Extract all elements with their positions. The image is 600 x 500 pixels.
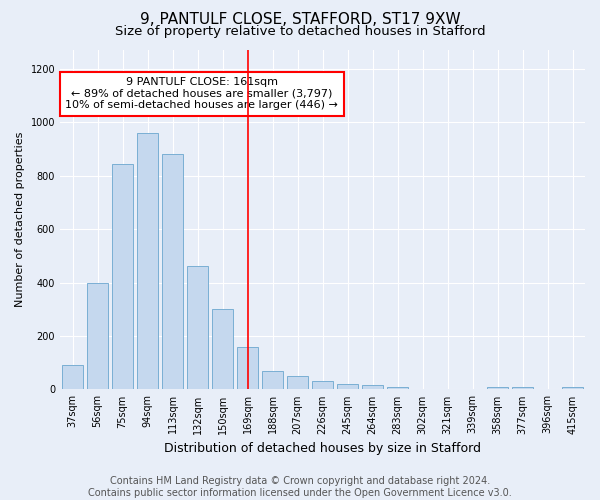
Y-axis label: Number of detached properties: Number of detached properties xyxy=(15,132,25,308)
Bar xyxy=(312,382,333,390)
Bar xyxy=(287,376,308,390)
Bar xyxy=(487,387,508,390)
Bar xyxy=(512,387,533,390)
Bar xyxy=(562,387,583,390)
Bar xyxy=(337,384,358,390)
Bar xyxy=(262,370,283,390)
Bar xyxy=(362,386,383,390)
Text: Size of property relative to detached houses in Stafford: Size of property relative to detached ho… xyxy=(115,25,485,38)
Bar xyxy=(212,310,233,390)
Bar xyxy=(187,266,208,390)
Text: 9, PANTULF CLOSE, STAFFORD, ST17 9XW: 9, PANTULF CLOSE, STAFFORD, ST17 9XW xyxy=(140,12,460,28)
Text: 9 PANTULF CLOSE: 161sqm
← 89% of detached houses are smaller (3,797)
10% of semi: 9 PANTULF CLOSE: 161sqm ← 89% of detache… xyxy=(65,77,338,110)
Bar xyxy=(87,282,108,390)
X-axis label: Distribution of detached houses by size in Stafford: Distribution of detached houses by size … xyxy=(164,442,481,455)
Bar xyxy=(162,154,183,390)
Bar xyxy=(112,164,133,390)
Bar xyxy=(387,387,408,390)
Bar xyxy=(237,346,258,390)
Text: Contains HM Land Registry data © Crown copyright and database right 2024.
Contai: Contains HM Land Registry data © Crown c… xyxy=(88,476,512,498)
Bar xyxy=(62,366,83,390)
Bar xyxy=(137,133,158,390)
